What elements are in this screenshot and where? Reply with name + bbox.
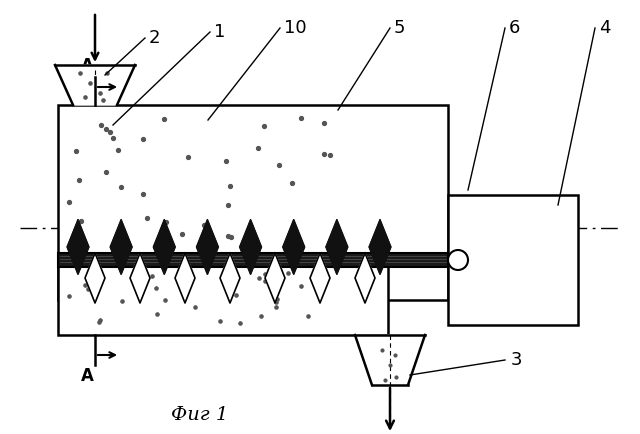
Text: 10: 10 xyxy=(284,19,307,37)
Polygon shape xyxy=(154,220,175,274)
Polygon shape xyxy=(110,220,132,274)
Polygon shape xyxy=(196,220,218,274)
Polygon shape xyxy=(239,220,262,274)
Polygon shape xyxy=(283,220,305,274)
Text: 3: 3 xyxy=(511,351,522,369)
Bar xyxy=(58,105,448,300)
Polygon shape xyxy=(175,253,195,303)
Polygon shape xyxy=(130,253,150,303)
Bar xyxy=(58,253,448,267)
Polygon shape xyxy=(265,253,285,303)
Polygon shape xyxy=(355,335,425,385)
Polygon shape xyxy=(326,220,348,274)
Bar xyxy=(58,255,388,335)
Circle shape xyxy=(448,250,468,270)
Text: 5: 5 xyxy=(394,19,406,37)
Text: Фиг 1: Фиг 1 xyxy=(172,406,228,424)
Text: 2: 2 xyxy=(149,29,161,47)
Polygon shape xyxy=(85,253,105,303)
Polygon shape xyxy=(220,253,240,303)
Polygon shape xyxy=(310,253,330,303)
Text: A: A xyxy=(81,367,93,385)
Polygon shape xyxy=(55,65,135,105)
Bar xyxy=(448,195,578,325)
Text: 6: 6 xyxy=(509,19,520,37)
Polygon shape xyxy=(355,253,375,303)
Text: 4: 4 xyxy=(599,19,611,37)
Text: A: A xyxy=(81,57,93,75)
Polygon shape xyxy=(67,220,89,274)
Polygon shape xyxy=(369,220,391,274)
Text: 1: 1 xyxy=(214,23,225,41)
